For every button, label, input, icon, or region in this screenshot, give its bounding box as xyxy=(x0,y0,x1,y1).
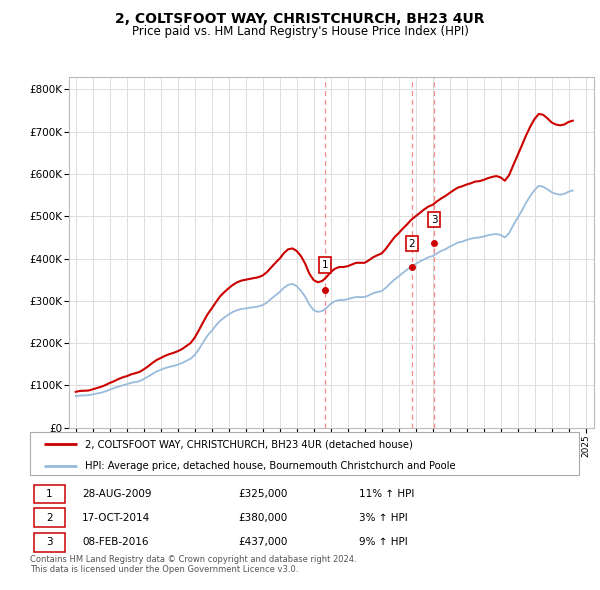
Text: 28-AUG-2009: 28-AUG-2009 xyxy=(82,489,152,499)
Text: Price paid vs. HM Land Registry's House Price Index (HPI): Price paid vs. HM Land Registry's House … xyxy=(131,25,469,38)
Text: 3: 3 xyxy=(431,215,437,225)
Text: 11% ↑ HPI: 11% ↑ HPI xyxy=(359,489,415,499)
Text: £437,000: £437,000 xyxy=(239,537,288,548)
Text: 2: 2 xyxy=(409,239,415,249)
Bar xyxy=(34,485,65,503)
Text: 08-FEB-2016: 08-FEB-2016 xyxy=(82,537,149,548)
Text: 1: 1 xyxy=(46,489,53,499)
Bar xyxy=(34,533,65,552)
Text: 17-OCT-2014: 17-OCT-2014 xyxy=(82,513,151,523)
Text: 3: 3 xyxy=(46,537,53,548)
Text: 2, COLTSFOOT WAY, CHRISTCHURCH, BH23 4UR: 2, COLTSFOOT WAY, CHRISTCHURCH, BH23 4UR xyxy=(115,12,485,26)
Text: 1: 1 xyxy=(322,260,328,270)
Text: 2: 2 xyxy=(46,513,53,523)
Text: £325,000: £325,000 xyxy=(239,489,288,499)
Bar xyxy=(34,509,65,527)
Text: 9% ↑ HPI: 9% ↑ HPI xyxy=(359,537,408,548)
Text: HPI: Average price, detached house, Bournemouth Christchurch and Poole: HPI: Average price, detached house, Bour… xyxy=(85,461,455,471)
Text: 2, COLTSFOOT WAY, CHRISTCHURCH, BH23 4UR (detached house): 2, COLTSFOOT WAY, CHRISTCHURCH, BH23 4UR… xyxy=(85,440,413,450)
Text: Contains HM Land Registry data © Crown copyright and database right 2024.
This d: Contains HM Land Registry data © Crown c… xyxy=(30,555,356,574)
Text: 3% ↑ HPI: 3% ↑ HPI xyxy=(359,513,408,523)
Text: £380,000: £380,000 xyxy=(239,513,288,523)
